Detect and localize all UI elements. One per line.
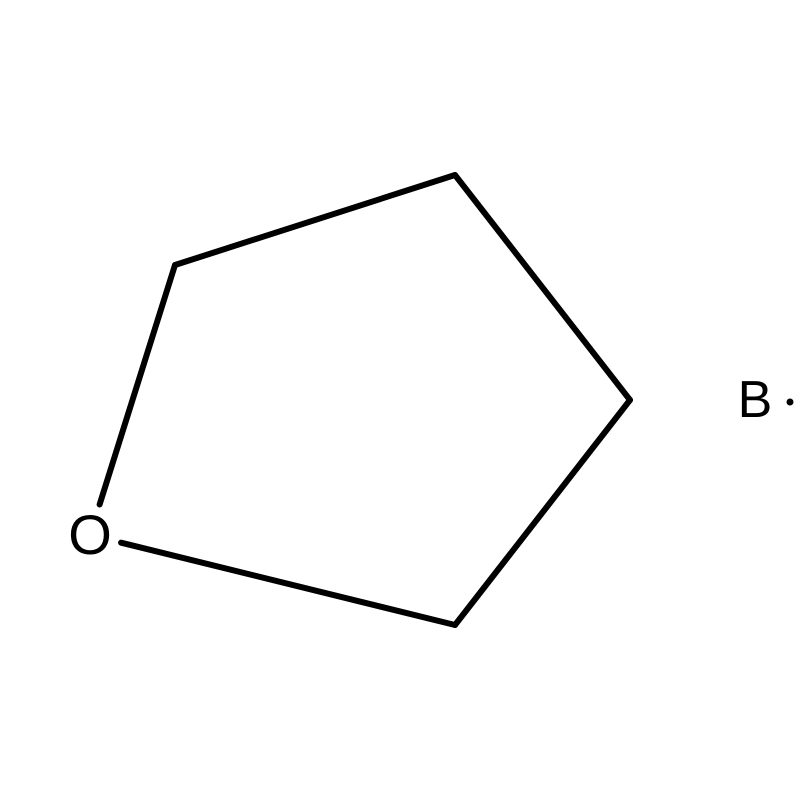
- bond-line: [121, 543, 455, 625]
- radical-dot-icon: [787, 399, 794, 406]
- bond-line: [455, 175, 630, 400]
- boron-atom-label: B: [738, 374, 773, 426]
- bond-layer: [0, 0, 800, 800]
- bond-line: [100, 265, 175, 504]
- molecule-canvas: O B: [0, 0, 800, 800]
- oxygen-atom-label: O: [68, 507, 112, 563]
- bond-line: [175, 175, 455, 265]
- bond-line: [455, 400, 630, 625]
